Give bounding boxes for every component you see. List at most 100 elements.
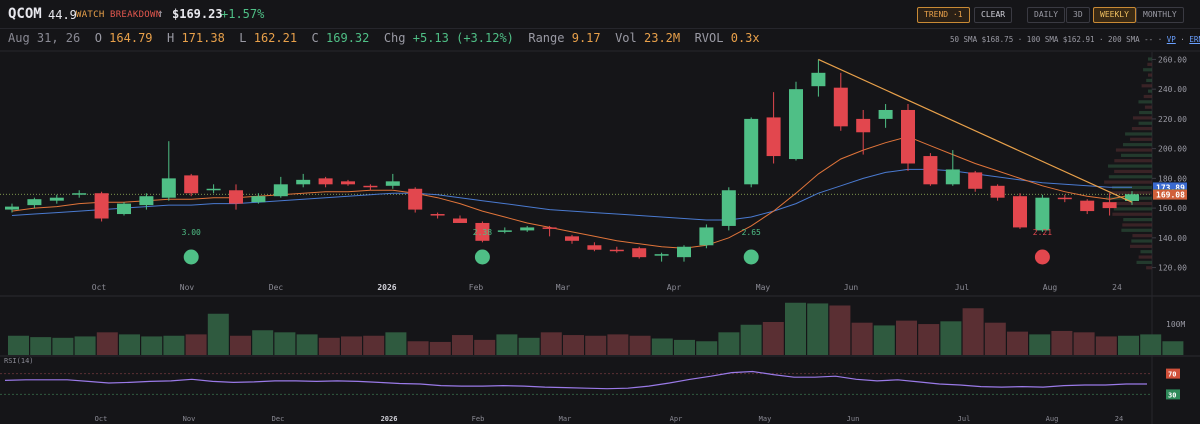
volume-bar: [696, 341, 718, 355]
sma100-legend[interactable]: 100 SMA $162.91: [1026, 35, 1095, 44]
rsi-time-axis-label: Oct: [95, 415, 108, 423]
candle-body: [184, 175, 199, 194]
weekly-timeframe-button[interactable]: WEEKLY: [1093, 7, 1136, 23]
candle-body: [923, 156, 938, 185]
daily-timeframe-button[interactable]: DAILY: [1027, 7, 1066, 23]
time-axis-label: Jun: [844, 283, 859, 292]
volume-bar: [984, 322, 1006, 355]
rsi-30-badge: [1166, 389, 1180, 400]
time-axis-label: May: [756, 283, 771, 292]
candle-body: [161, 178, 176, 198]
candle-body: [453, 218, 467, 223]
price-axis-label: 220.00: [1158, 115, 1187, 124]
time-axis-label: 24: [1112, 283, 1122, 292]
time-axis-label: Mar: [556, 283, 571, 292]
3d-timeframe-button[interactable]: 3D: [1066, 7, 1090, 23]
candle-body: [1013, 196, 1027, 228]
candle-body: [206, 188, 221, 191]
rsi-30-label: 30: [1168, 391, 1176, 399]
volume-profile-bar: [1138, 255, 1152, 259]
legend-sep: ·: [1157, 35, 1163, 44]
candle-body: [363, 185, 378, 188]
volume-profile-bar: [1147, 62, 1152, 66]
time-axis-label: Feb: [469, 283, 484, 292]
sma50-legend[interactable]: 50 SMA $168.75: [950, 35, 1014, 44]
volume-bar: [651, 338, 673, 355]
rsi-time-axis-label: Mar: [559, 415, 572, 423]
volume-profile-toggle[interactable]: VP: [1166, 35, 1176, 44]
candle-body: [721, 190, 736, 226]
volume-profile-bar: [1131, 127, 1152, 131]
candle-body: [1102, 202, 1117, 209]
time-axis-label: 2026: [377, 283, 396, 292]
volume-bar: [851, 322, 873, 355]
event-label: 3.00: [182, 228, 201, 237]
volume-profile-bar: [1140, 250, 1152, 254]
candle-body: [430, 214, 445, 216]
volume-bar: [296, 334, 318, 355]
candle-body: [1080, 200, 1095, 212]
candle-body: [677, 246, 691, 258]
rsi-70-badge: [1166, 368, 1180, 379]
candle-body: [744, 118, 759, 185]
event-label: 2.65: [742, 228, 761, 237]
close-value: 169.32: [326, 31, 370, 45]
earnings-down-marker: [1034, 249, 1050, 265]
volume-profile-bar: [1144, 105, 1152, 109]
candle-body: [94, 193, 109, 219]
watch-badge: WATCH: [76, 10, 105, 20]
volume-bar: [718, 332, 740, 355]
volume-bar: [607, 334, 629, 355]
candle-body: [475, 222, 490, 241]
volume-profile-bar: [1115, 148, 1152, 152]
candle-body: [1057, 197, 1072, 200]
volume-bar: [496, 334, 518, 355]
sma200-legend[interactable]: 200 SMA --: [1108, 35, 1154, 44]
volume-bar: [96, 332, 118, 355]
volume-bar: [52, 337, 74, 355]
rsi-time-axis-label: May: [759, 415, 772, 423]
volume-axis-label: 100M: [1166, 320, 1185, 329]
monthly-timeframe-button[interactable]: MONTHLY: [1136, 7, 1184, 23]
candle-body: [542, 227, 557, 229]
ticker-symbol[interactable]: QCOM: [8, 6, 42, 22]
volume-profile-bar: [1112, 212, 1152, 216]
volume-profile-bar: [1122, 223, 1152, 227]
open-value: 164.79: [109, 31, 153, 45]
earnings-toggle[interactable]: ERN: [1189, 35, 1200, 44]
volume-bar: [762, 322, 784, 355]
trend-button[interactable]: TREND ·1: [917, 7, 970, 23]
earnings-up-marker: [183, 249, 199, 265]
volume-profile-bar: [1104, 180, 1152, 184]
rvol-value: 0.3x: [730, 31, 760, 45]
sma50: 169.08: [1156, 191, 1185, 200]
score-value: 44.9: [48, 8, 77, 22]
candle-body: [49, 197, 64, 201]
volume-profile-bar: [1130, 137, 1152, 141]
rsi-line: [4, 370, 1147, 390]
range-label: Range: [528, 31, 565, 45]
low-value: 162.21: [253, 31, 298, 45]
price-axis-label: 160.00: [1158, 204, 1187, 213]
candle-body: [990, 185, 1005, 198]
clear-button[interactable]: CLEAR: [974, 7, 1013, 23]
candle-body: [609, 249, 624, 252]
rsi-time-axis-label: 2026: [381, 415, 398, 423]
price-axis-label: 180.00: [1158, 174, 1187, 183]
close-label: C: [311, 31, 319, 45]
volume-bar: [318, 337, 340, 355]
candle-body: [5, 206, 19, 210]
volume-bar: [385, 332, 407, 355]
change-value: +5.13 (+3.12%): [412, 31, 514, 45]
candle-body: [497, 230, 512, 232]
sma100-line: [11, 168, 1132, 221]
volume-profile-bar: [1136, 260, 1152, 265]
rsi-time-axis-label: Apr: [670, 415, 683, 423]
candle-body: [901, 109, 915, 164]
time-axis-label: Nov: [180, 283, 195, 292]
legend-sep: ·: [1017, 35, 1023, 44]
candle-body: [318, 178, 333, 185]
volume-profile-bar: [1122, 143, 1152, 147]
volume-bar: [407, 341, 429, 355]
